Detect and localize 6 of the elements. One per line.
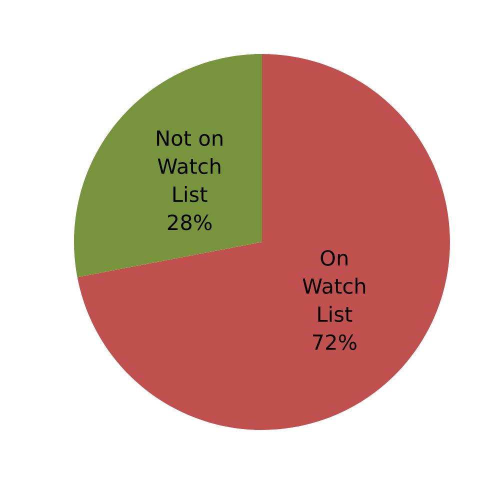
pie-slice [77, 54, 450, 430]
data-label: 72% [312, 334, 356, 350]
slice-label: Not on Watch List [157, 130, 222, 202]
pie-slice [74, 54, 262, 278]
data-label: 28% [168, 214, 212, 230]
slice-label: On Watch List [302, 250, 366, 322]
